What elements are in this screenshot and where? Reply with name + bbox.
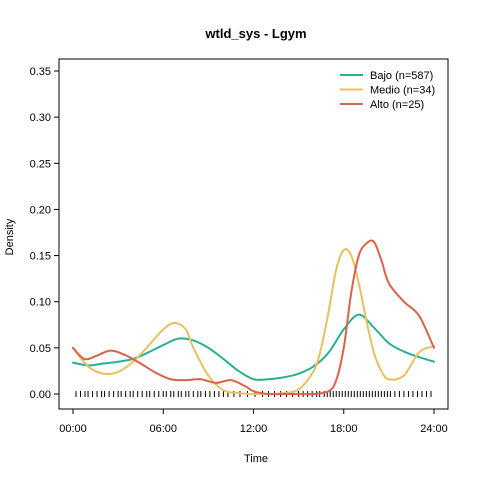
y-tick-label: 0.35 (30, 66, 51, 78)
legend-label-0: Bajo (n=587) (370, 70, 433, 82)
legend-label-2: Alto (n=25) (370, 99, 424, 111)
x-tick-label: 24:00 (420, 423, 448, 435)
y-tick-label: 0.20 (30, 204, 51, 216)
y-axis-label: Density (4, 218, 16, 255)
y-tick-label: 0.00 (30, 389, 51, 401)
x-axis-label: Time (244, 453, 268, 465)
x-tick-label: 12:00 (240, 423, 268, 435)
y-tick-label: 0.30 (30, 112, 51, 124)
y-axis: 0.00 0.05 0.10 0.15 0.20 0.25 0.30 0.35 (30, 66, 59, 401)
x-axis: 00:00 06:00 12:00 18:00 24:00 (59, 409, 448, 435)
plot-frame (58, 58, 449, 410)
series-lines (72, 239, 435, 396)
y-tick-label: 0.05 (30, 343, 51, 355)
legend-label-1: Medio (n=34) (370, 85, 435, 97)
x-tick-label: 00:00 (59, 423, 87, 435)
x-tick-label: 18:00 (330, 423, 358, 435)
y-tick-label: 0.25 (30, 158, 51, 170)
plot-area (58, 58, 449, 410)
legend: Bajo (n=587) Medio (n=34) Alto (n=25) (340, 70, 435, 111)
y-tick-label: 0.10 (30, 297, 51, 309)
y-tick-label: 0.15 (30, 251, 51, 263)
series-line-2 (72, 239, 435, 396)
series-line-1 (72, 248, 435, 396)
chart-title: wtld_sys - Lgym (204, 26, 306, 41)
x-tick-label: 06:00 (149, 423, 177, 435)
